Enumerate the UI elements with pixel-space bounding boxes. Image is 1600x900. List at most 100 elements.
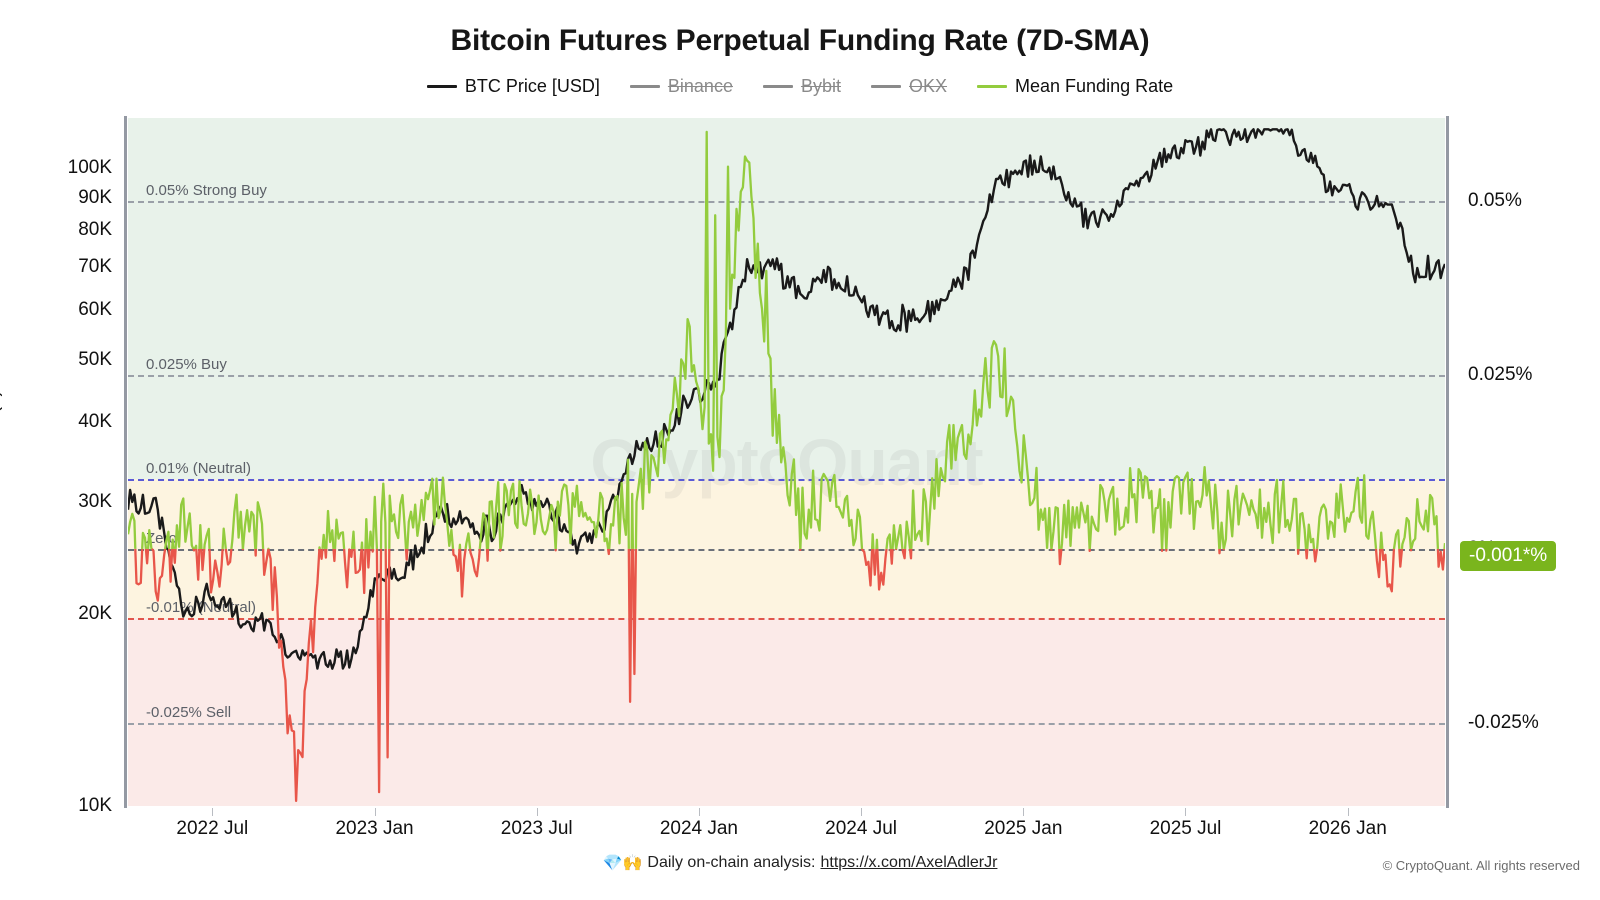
- funding-rate-line-positive: [799, 469, 864, 549]
- funding-rate-line-negative: [485, 548, 490, 562]
- legend-item-binance[interactable]: Binance: [629, 76, 733, 97]
- legend-swatch-icon: [629, 85, 660, 88]
- funding-rate-line-negative: [908, 548, 913, 560]
- legend-item-btc-price-usd[interactable]: BTC Price [USD]: [426, 76, 600, 97]
- funding-rate-line-negative: [901, 548, 907, 560]
- y-axis-tick-label: 80K: [78, 219, 112, 241]
- legend-item-mean-funding-rate[interactable]: Mean Funding Rate: [977, 76, 1173, 97]
- funding-rate-line-positive: [891, 524, 898, 550]
- funding-rate-line-positive: [325, 509, 335, 549]
- funding-rate-line-positive: [1400, 516, 1413, 549]
- funding-rate-line-positive: [903, 520, 912, 550]
- funding-rate-line-positive: [634, 130, 802, 549]
- latest-value-badge: -0.001*%: [1460, 540, 1557, 571]
- funding-rate-line-positive: [478, 512, 489, 550]
- funding-rate-line-positive: [254, 501, 265, 549]
- funding-rate-line-negative: [168, 548, 174, 583]
- funding-rate-line-positive: [870, 533, 875, 549]
- funding-rate-line-positive: [379, 482, 387, 549]
- legend-item-label: Mean Funding Rate: [1015, 76, 1174, 96]
- funding-rate-line-positive: [368, 530, 374, 550]
- y-axis-tick-label: 60K: [78, 298, 112, 320]
- funding-rate-line-positive: [885, 533, 892, 550]
- funding-rate-line-negative: [195, 548, 201, 581]
- funding-rate-line-negative: [606, 548, 611, 556]
- funding-rate-line-negative: [458, 548, 467, 598]
- funding-rate-line-positive: [1306, 523, 1316, 550]
- y-axis-tick-label: 40K: [78, 411, 112, 433]
- x-axis-tick-label: 2026 Jan: [1308, 818, 1387, 839]
- x-axis-tick-mark: [1023, 808, 1025, 816]
- x-axis-tick-mark: [698, 808, 700, 816]
- y2-axis-tick-label: -0.025%: [1468, 711, 1539, 733]
- funding-rate-line-positive: [350, 530, 356, 549]
- funding-rate-line-positive: [174, 497, 195, 550]
- y2-axis-tick-label: 0.05%: [1468, 190, 1522, 212]
- threshold-line: [128, 201, 1445, 204]
- funding-rate-line-positive: [128, 512, 137, 549]
- funding-rate-line-positive: [910, 340, 1053, 550]
- threshold-line: [128, 722, 1445, 725]
- funding-rate-line-negative: [366, 548, 371, 569]
- threshold-line: [128, 548, 1445, 551]
- x-axis-tick-label: 2025 Jan: [984, 818, 1063, 839]
- funding-rate-line-positive: [230, 493, 245, 550]
- funding-rate-line-positive: [458, 543, 462, 549]
- y-axis-tick-label: 30K: [78, 490, 112, 512]
- funding-rate-line-negative: [1058, 548, 1063, 566]
- funding-rate-line-positive: [146, 529, 153, 550]
- legend-item-bybit[interactable]: Bybit: [762, 76, 841, 97]
- funding-rate-line-positive: [608, 458, 630, 549]
- chart-legend[interactable]: BTC Price [USD] Binance Bybit OKX Mean Fundi…: [0, 76, 1600, 97]
- page-title: Bitcoin Futures Perpetual Funding Rate (…: [450, 24, 1150, 57]
- threshold-line: [128, 375, 1445, 378]
- funding-rate-line-negative: [631, 548, 638, 676]
- funding-rate-line-positive: [464, 532, 472, 550]
- funding-rate-line-negative: [1374, 548, 1382, 579]
- funding-rate-line-positive: [221, 527, 227, 550]
- x-axis-tick-mark: [374, 808, 376, 816]
- series-canvas: [128, 128, 1445, 803]
- funding-rate-line-negative: [1296, 548, 1300, 555]
- funding-rate-line-negative: [1381, 547, 1396, 593]
- funding-rate-line-positive: [1050, 506, 1061, 550]
- x-axis-tick-mark: [536, 808, 538, 816]
- funding-rate-line-negative: [342, 548, 354, 589]
- funding-rate-line-negative: [1304, 548, 1309, 560]
- funding-rate-line-positive: [1392, 529, 1401, 550]
- funding-rate-line-positive: [171, 538, 175, 549]
- funding-rate-line-positive: [499, 480, 557, 550]
- legend-item-label: Binance: [667, 76, 733, 96]
- y-axis-label: Price ($): [0, 390, 3, 462]
- funding-rate-line-positive: [1410, 493, 1440, 550]
- funding-rate-line-negative: [318, 548, 324, 560]
- funding-rate-line-positive: [1165, 465, 1221, 549]
- funding-rate-line-positive: [1060, 499, 1091, 550]
- funding-rate-line-positive: [193, 544, 198, 550]
- funding-rate-line-positive: [198, 523, 203, 549]
- x-axis-tick-mark: [861, 808, 863, 816]
- legend-item-okx[interactable]: OKX: [871, 76, 947, 97]
- funding-rate-line-negative: [192, 548, 196, 552]
- legend-swatch-icon: [762, 85, 793, 88]
- funding-rate-line-positive: [486, 481, 502, 549]
- funding-rate-line-negative: [384, 548, 391, 759]
- funding-rate-line-positive: [321, 533, 327, 550]
- legend-item-label: BTC Price [USD]: [464, 76, 600, 96]
- legend-swatch-icon: [977, 85, 1008, 88]
- x-axis-tick-mark: [1185, 808, 1187, 816]
- x-axis-tick-label: 2024 Jul: [825, 818, 898, 839]
- funding-rate-line-negative: [323, 548, 328, 559]
- funding-rate-line-negative: [361, 548, 367, 595]
- x-axis-tick-label: 2022 Jul: [176, 818, 249, 839]
- x-axis-tick-mark: [212, 808, 214, 816]
- y-axis-tick-label: 20K: [78, 603, 112, 625]
- funding-rate-line-positive: [894, 523, 904, 550]
- funding-rate-line-negative: [872, 548, 878, 576]
- y-axis-tick-label: 10K: [78, 795, 112, 816]
- footer-twitter-link[interactable]: https://x.com/AxelAdlerJr: [820, 854, 998, 871]
- funding-rate-line-positive: [630, 492, 635, 549]
- btc-price-line: [128, 128, 1445, 670]
- funding-rate-line-negative: [451, 548, 461, 573]
